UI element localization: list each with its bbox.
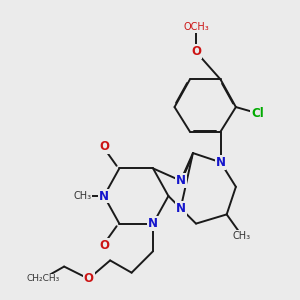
Text: O: O <box>84 272 94 285</box>
Text: N: N <box>99 190 109 202</box>
Text: O: O <box>99 238 109 252</box>
Text: N: N <box>215 156 226 169</box>
Text: OCH₃: OCH₃ <box>183 22 209 32</box>
Text: CH₃: CH₃ <box>74 191 92 201</box>
Text: N: N <box>176 174 186 187</box>
Text: O: O <box>191 45 201 58</box>
Text: O: O <box>99 140 109 153</box>
Text: CH₃: CH₃ <box>233 231 251 241</box>
Text: CH₂CH₃: CH₂CH₃ <box>26 274 59 283</box>
Text: N: N <box>148 217 158 230</box>
Text: N: N <box>176 202 186 215</box>
Text: Cl: Cl <box>251 107 264 120</box>
